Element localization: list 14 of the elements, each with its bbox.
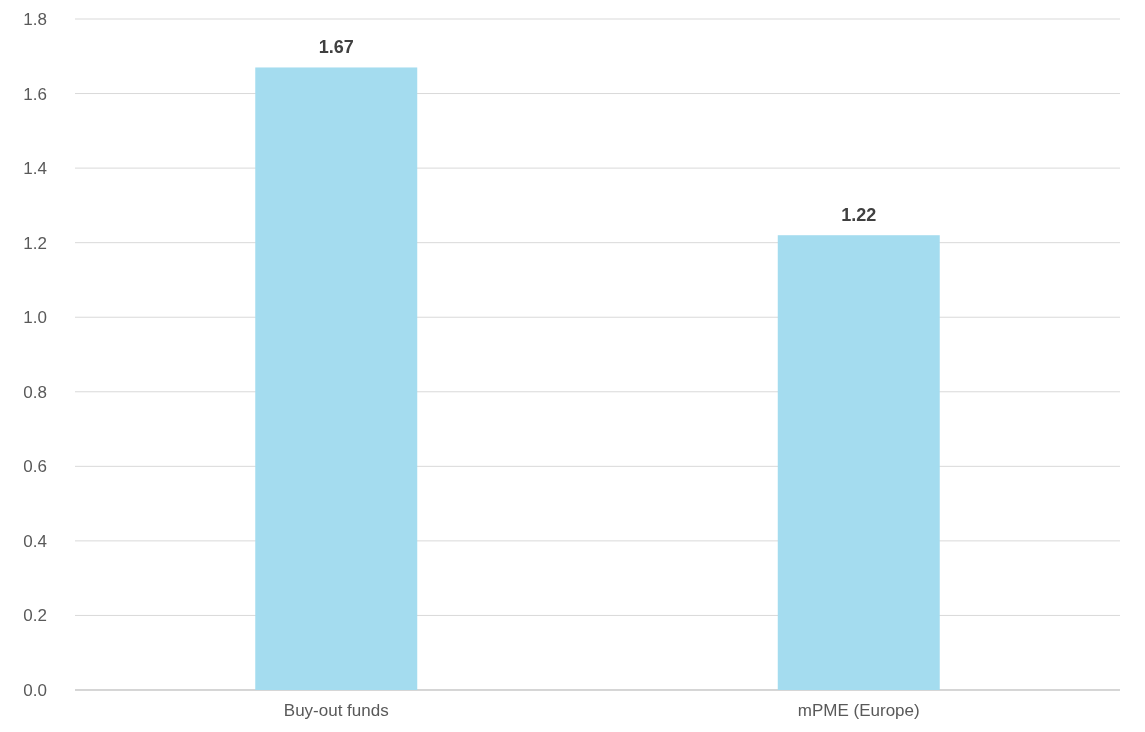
y-tick-label: 0.8 (23, 382, 47, 402)
data-label: 1.67 (318, 37, 354, 58)
y-tick-label: 0.0 (23, 680, 47, 700)
y-tick-label: 0.6 (23, 457, 47, 477)
y-tick-label: 1.2 (23, 233, 47, 253)
x-tick-label: Buy-out funds (283, 701, 389, 720)
y-tick-label: 0.4 (23, 531, 47, 551)
y-tick-label: 1.0 (23, 308, 47, 328)
y-tick-label: 0.2 (23, 606, 47, 626)
x-tick-label: mPME (Europe) (797, 701, 920, 720)
y-tick-label: 1.6 (23, 84, 47, 104)
data-label: 1.22 (841, 205, 877, 226)
y-tick-label: 1.4 (23, 159, 47, 179)
y-tick-label: 1.8 (23, 9, 47, 29)
